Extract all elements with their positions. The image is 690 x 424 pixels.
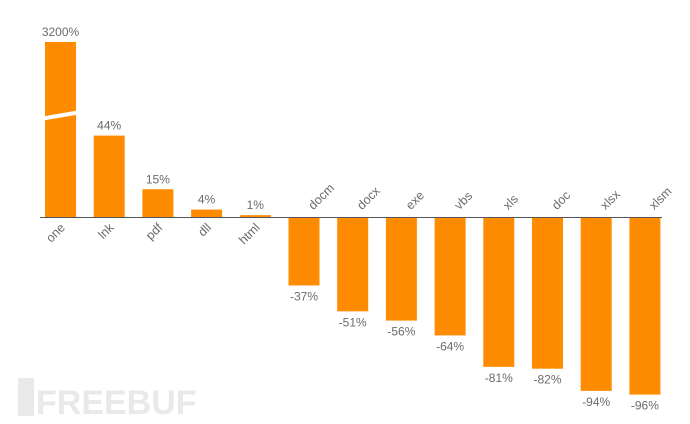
value-label-xls: -81% (485, 371, 513, 385)
category-label-exe: exe (403, 188, 427, 212)
bar-lnk (93, 135, 125, 217)
axis-break-one (42, 110, 79, 121)
watermark-logo-mark (18, 378, 34, 416)
bar-exe (385, 217, 417, 321)
bar-dll (191, 209, 223, 217)
bar-pdf (142, 189, 174, 217)
value-label-pdf: 15% (146, 172, 170, 186)
category-label-pdf: pdf (143, 220, 166, 243)
value-label-docx: -51% (339, 315, 367, 329)
category-label-vbs: vbs (452, 189, 476, 213)
bar-xlsm (629, 217, 661, 395)
category-label-xlsx: xlsx (598, 187, 624, 213)
watermark: FREEBUF (18, 378, 197, 422)
watermark-text: FREEBUF (36, 384, 197, 422)
bar-doc (532, 217, 563, 369)
value-label-lnk: 44% (97, 119, 121, 133)
bar-vbs (434, 217, 466, 336)
category-label-xlsm: xlsm (646, 184, 674, 212)
labels-group: 3200% one 44% lnk 15% pdf 4% dll 1% html -37% docm -… (42, 25, 675, 413)
bar-xls (483, 217, 515, 367)
category-label-lnk: lnk (95, 220, 117, 242)
bars-group (42, 42, 661, 395)
bar-html (239, 215, 271, 217)
value-label-one: 3200% (42, 25, 80, 39)
value-label-html: 1% (247, 198, 265, 212)
value-label-vbs: -64% (436, 339, 464, 353)
bar-xlsx (580, 217, 612, 391)
category-label-html: html (236, 221, 263, 248)
bar-one (45, 42, 76, 217)
value-label-doc: -82% (533, 373, 561, 387)
category-label-one: one (43, 221, 68, 246)
value-label-dll: 4% (198, 193, 216, 207)
value-label-xlsx: -94% (582, 395, 610, 409)
value-label-docm: -37% (290, 289, 318, 303)
category-label-dll: dll (195, 221, 214, 240)
bar-docm (288, 217, 320, 286)
bar-docx (337, 217, 369, 312)
category-label-doc: doc (549, 188, 573, 212)
category-label-docm: docm (306, 181, 338, 213)
value-label-exe: -56% (387, 325, 415, 339)
category-label-xls: xls (500, 192, 521, 213)
value-label-xlsm: -96% (631, 399, 659, 413)
category-label-docx: docx (354, 183, 383, 212)
